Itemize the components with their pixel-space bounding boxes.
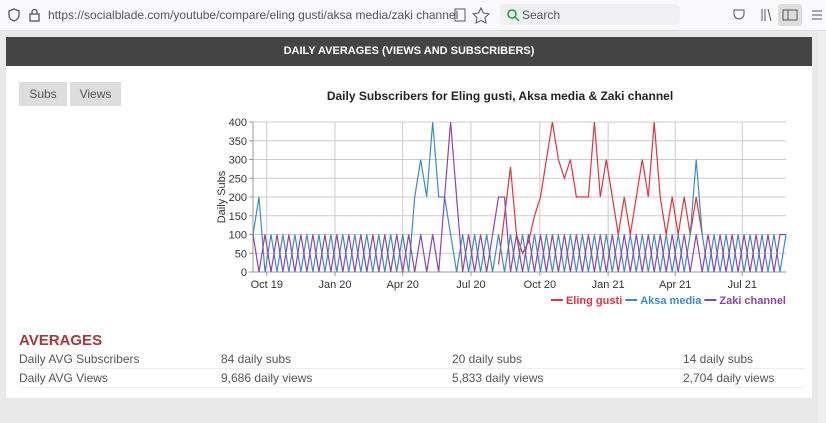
y-tick-label: 400 <box>229 117 247 129</box>
section-header: DAILY AVERAGES (VIEWS AND SUBSCRIBERS) <box>6 37 812 66</box>
search-box[interactable]: Search <box>500 4 680 25</box>
legend-label: Zaki channel <box>719 295 786 307</box>
averages-title: AVERAGES <box>19 332 103 349</box>
browser-toolbar: https://socialblade.com/youtube/compare/… <box>0 0 826 31</box>
toolbar-right-icons[interactable] <box>726 0 826 30</box>
y-tick-label: 0 <box>241 267 247 279</box>
y-tick-label: 100 <box>229 230 247 242</box>
row-label: Daily AVG Subscribers <box>19 352 140 366</box>
y-tick-label: 150 <box>229 211 247 223</box>
x-tick-label: Jan 20 <box>319 279 352 291</box>
search-icon <box>507 9 520 22</box>
tab-subs[interactable]: Subs <box>19 82 67 106</box>
x-tick-label: Apr 20 <box>387 279 419 291</box>
series-line <box>497 121 703 265</box>
row-label: Daily AVG Views <box>19 371 108 385</box>
series-line <box>252 121 786 273</box>
y-tick-label: 200 <box>229 192 247 204</box>
search-placeholder: Search <box>522 8 561 22</box>
legend-label: Aksa media <box>640 295 702 307</box>
y-tick-label: 300 <box>229 155 247 167</box>
legend-label: Eling gusti <box>566 295 622 307</box>
average-row: Daily AVG Subscribers 84 daily subs 20 dai… <box>19 350 805 369</box>
row-value: 14 daily subs <box>683 352 754 366</box>
scrollbar[interactable] <box>818 31 826 423</box>
x-tick-label: Jul 20 <box>456 279 485 291</box>
row-value: 84 daily subs <box>221 352 292 366</box>
y-tick-label: 250 <box>229 173 247 185</box>
x-tick-label: Apr 21 <box>659 279 691 291</box>
toolbar-icons <box>8 8 40 22</box>
row-value: 5,833 daily views <box>452 371 544 385</box>
y-axis-label: Daily Subs <box>216 170 228 223</box>
page-actions[interactable] <box>448 0 498 30</box>
x-tick-label: Jan 21 <box>592 279 625 291</box>
row-value: 9,686 daily views <box>221 371 313 385</box>
y-tick-label: 350 <box>229 136 247 148</box>
tab-views[interactable]: Views <box>70 82 121 106</box>
row-value: 2,704 daily views <box>683 371 775 385</box>
x-tick-label: Oct 19 <box>251 279 283 291</box>
x-tick-label: Jul 21 <box>728 279 757 291</box>
x-tick-label: Oct 20 <box>524 279 556 291</box>
average-row: Daily AVG Views 9,686 daily views 5,833 da… <box>19 369 805 388</box>
url[interactable]: https://socialblade.com/youtube/compare/… <box>48 8 459 22</box>
y-tick-label: 50 <box>235 248 247 260</box>
chart-title: Daily Subscribers for Eling gusti, Aksa … <box>327 89 673 103</box>
row-value: 20 daily subs <box>452 352 523 366</box>
